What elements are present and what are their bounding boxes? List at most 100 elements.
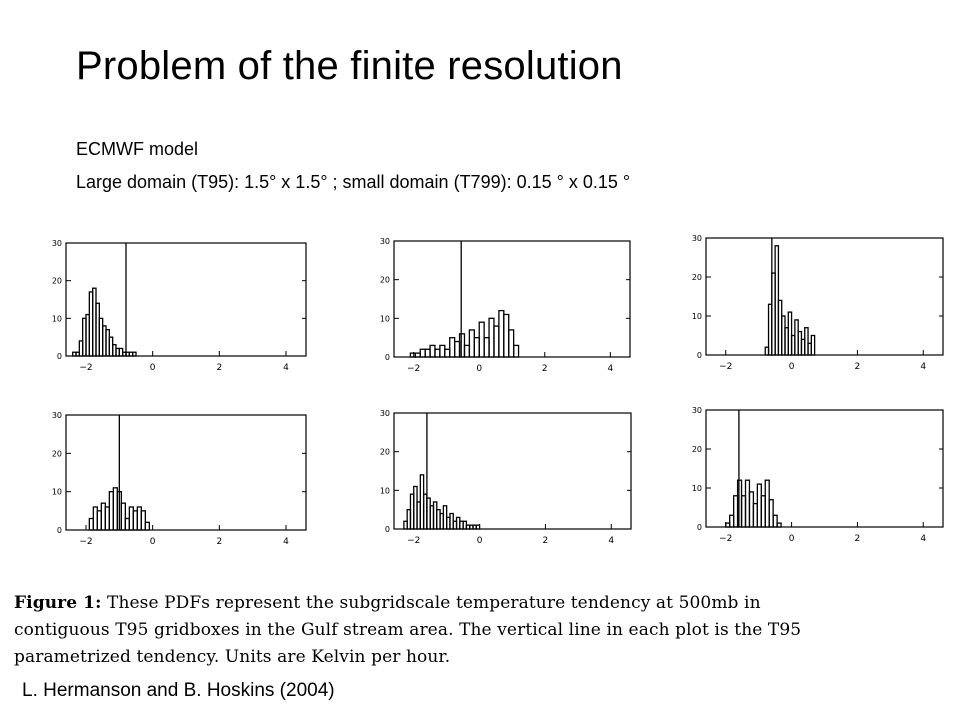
histogram-bar (736, 479, 743, 528)
histogram-bar (455, 516, 461, 530)
histogram-bar (760, 495, 766, 528)
histogram-bar (478, 321, 485, 358)
y-tick-label: 10 (692, 312, 702, 321)
histogram-bar (488, 317, 495, 358)
histogram-bar (459, 520, 464, 530)
histogram-bar (432, 501, 438, 530)
figure-caption: Figure 1: These PDFs represent the subgr… (14, 590, 834, 671)
histogram-bar (764, 346, 770, 356)
histogram-bar (465, 524, 471, 530)
x-tick-label: 4 (283, 537, 289, 547)
x-tick-label: 4 (920, 362, 926, 372)
x-tick-label: 4 (608, 536, 614, 546)
histogram-bar (729, 514, 735, 528)
histogram-bar (483, 337, 490, 358)
histogram-bar (768, 499, 774, 528)
y-tick-label: 30 (52, 239, 62, 248)
histogram-bar (88, 517, 94, 531)
figure-caption-text: These PDFs represent the subgridscale te… (14, 593, 802, 667)
histogram-bar (797, 330, 803, 356)
plot-frame (705, 409, 944, 528)
y-tick-label: 10 (52, 488, 62, 497)
histogram-bar (434, 348, 441, 358)
y-tick-label: 20 (692, 273, 702, 282)
histogram-bar (752, 502, 759, 528)
y-tick-label: 10 (52, 314, 62, 323)
histogram-bar (115, 347, 120, 357)
histogram-bar (92, 287, 97, 357)
histogram-bar (85, 313, 90, 357)
histogram-bar (512, 344, 520, 358)
histogram-bar (463, 344, 471, 358)
histogram-bar (124, 517, 130, 531)
histogram-panel-6: 0 10 20 30 −2 0 2 4 (692, 406, 944, 544)
histogram-bar (767, 303, 773, 356)
histogram-bar (406, 509, 412, 530)
histogram-bar (473, 337, 480, 358)
histogram-bar (128, 506, 134, 531)
histogram-bar (125, 351, 130, 357)
histogram-bar (112, 487, 118, 531)
histogram-bar (104, 506, 110, 531)
x-tick-label: −2 (79, 537, 92, 547)
histogram-bar (503, 313, 510, 358)
histogram-bar (116, 491, 122, 531)
histogram-bar (132, 351, 137, 357)
y-tick-label: 30 (380, 409, 390, 418)
histogram-bar (112, 344, 117, 357)
histogram-bar (95, 302, 100, 357)
x-tick-label: −2 (719, 534, 732, 544)
y-tick-label: 0 (385, 353, 390, 362)
y-tick-label: 20 (380, 448, 390, 457)
histogram-bar (419, 474, 425, 530)
x-tick-label: 2 (216, 363, 222, 373)
x-tick-label: −2 (719, 362, 732, 372)
x-tick-label: 0 (477, 536, 483, 546)
histogram-panel-2: 0 10 20 30 −2 0 2 4 (380, 237, 631, 374)
x-tick-label: 0 (150, 363, 156, 373)
histogram-bar (472, 524, 477, 530)
y-tick-label: 0 (697, 351, 702, 360)
y-tick-label: 30 (692, 234, 702, 243)
histogram-bar (100, 502, 106, 531)
histogram-bar (105, 328, 110, 357)
histogram-bar (439, 344, 446, 358)
histogram-bar (120, 502, 126, 531)
histogram-bar (774, 245, 780, 356)
histogram-bar (452, 520, 458, 530)
histogram-bar (449, 512, 454, 530)
histogram-bar (144, 521, 150, 531)
histogram-bar (781, 315, 786, 356)
x-tick-label: 4 (607, 364, 613, 374)
histogram-bar (72, 351, 77, 357)
y-tick-label: 0 (57, 526, 62, 535)
y-tick-label: 20 (692, 445, 702, 454)
histogram-bar (122, 351, 127, 357)
histogram-bar (756, 483, 762, 528)
histogram-bar (108, 491, 114, 531)
x-tick-label: 2 (855, 362, 861, 372)
histogram-bar (413, 485, 418, 530)
histogram-bar (136, 506, 142, 531)
histogram-bar (475, 524, 481, 530)
histogram-bar (419, 348, 426, 358)
plot-frame (65, 414, 307, 531)
histogram-bar (446, 516, 451, 530)
x-tick-label: −2 (407, 536, 420, 546)
histogram-bar (75, 351, 80, 357)
histogram-bar (102, 325, 107, 357)
x-tick-label: 0 (789, 362, 795, 372)
x-tick-label: 2 (216, 537, 222, 547)
histogram-bar (468, 329, 475, 358)
x-tick-label: 0 (150, 537, 156, 547)
histogram-bar (740, 495, 747, 528)
histogram-bar (725, 522, 731, 528)
histogram-bar (458, 333, 466, 358)
y-tick-label: 10 (380, 486, 390, 495)
histogram-bar (140, 510, 146, 531)
y-tick-label: 20 (52, 449, 62, 458)
histogram-bar (414, 352, 421, 358)
histogram-bar (439, 512, 445, 530)
y-tick-label: 10 (692, 484, 702, 493)
histogram-bar (422, 493, 428, 530)
